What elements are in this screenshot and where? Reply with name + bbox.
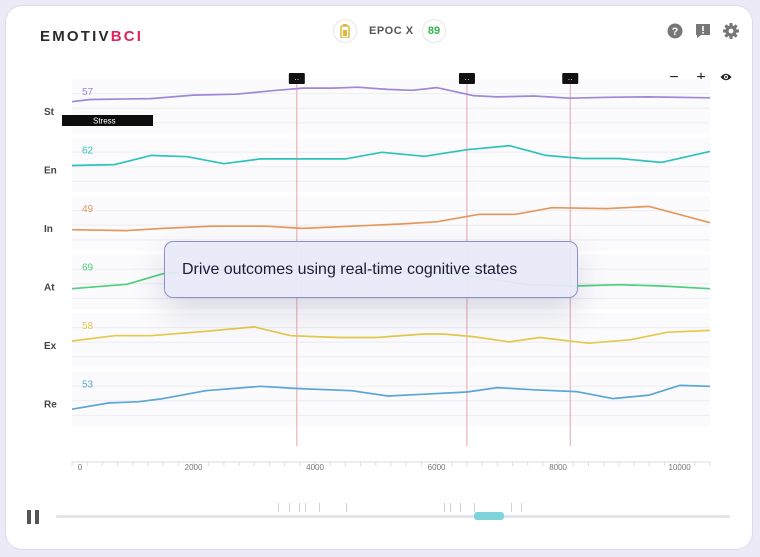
timeline-event-tick bbox=[450, 503, 452, 512]
x-tick-label: 10000 bbox=[668, 463, 691, 472]
timeline-event-tick bbox=[298, 503, 300, 512]
gear-icon[interactable] bbox=[723, 23, 739, 39]
timeline-track[interactable] bbox=[56, 515, 730, 518]
marker-flag-dots: ·· bbox=[464, 75, 469, 84]
logo-text: EMOTIV bbox=[40, 28, 111, 45]
timeline-event-tick bbox=[473, 503, 475, 512]
series-value-At: 69 bbox=[82, 263, 94, 274]
series-line-Ex bbox=[71, 326, 711, 345]
row-band bbox=[72, 371, 710, 426]
series-line-St bbox=[71, 86, 711, 103]
eye-icon[interactable] bbox=[720, 72, 732, 82]
series-value-St: 57 bbox=[82, 87, 94, 98]
marker-flag bbox=[562, 73, 579, 84]
series-line-In bbox=[71, 205, 711, 232]
timeline-scrubber[interactable] bbox=[473, 512, 504, 520]
series-label-Re: Re bbox=[44, 400, 57, 411]
series-label-Ex: Ex bbox=[44, 341, 57, 352]
series-value-Re: 53 bbox=[82, 380, 94, 391]
timeline-event-tick bbox=[305, 503, 307, 512]
row-band bbox=[72, 137, 710, 192]
overlay-text: Drive outcomes using real-time cognitive… bbox=[182, 261, 518, 278]
x-tick-label: 2000 bbox=[185, 463, 203, 472]
signal-quality-badge[interactable]: 89 bbox=[422, 19, 446, 43]
series-value-En: 62 bbox=[82, 146, 94, 157]
row-band bbox=[72, 313, 710, 368]
marker-flag-dots: ·· bbox=[568, 75, 573, 84]
series-value-In: 49 bbox=[82, 204, 94, 215]
marker-label-box bbox=[62, 115, 153, 126]
timeline-event-tick bbox=[288, 503, 290, 512]
timeline-event-tick bbox=[521, 503, 523, 512]
row-band bbox=[72, 79, 710, 134]
timeline-event-tick bbox=[443, 503, 445, 512]
timeline-event-tick bbox=[510, 503, 512, 512]
timeline-event-tick bbox=[345, 503, 347, 512]
series-label-At: At bbox=[44, 283, 55, 294]
x-tick-label: 0 bbox=[78, 463, 83, 472]
marker-flag-dots: ·· bbox=[294, 75, 299, 84]
marker-flag bbox=[288, 73, 305, 84]
series-value-Ex: 58 bbox=[82, 321, 94, 332]
feedback-icon[interactable] bbox=[695, 23, 711, 39]
device-name[interactable]: EPOC X bbox=[369, 25, 414, 37]
marker-flag bbox=[458, 73, 475, 84]
timeline-event-tick bbox=[460, 503, 462, 512]
zoom-out-button[interactable]: − bbox=[669, 69, 679, 86]
pause-button[interactable] bbox=[26, 510, 40, 524]
help-icon[interactable]: ? bbox=[667, 23, 683, 39]
series-label-St: St bbox=[44, 107, 55, 118]
timeline-event-tick bbox=[318, 503, 320, 512]
x-tick-label: 8000 bbox=[549, 463, 567, 472]
series-line-Re bbox=[71, 384, 711, 411]
svg-text:?: ? bbox=[672, 26, 679, 38]
performance-metrics-chart: ·· ·· ·· 57 St 62 En 49 In 69 At 58 Ex 53 Re Stress 0 200… bbox=[44, 73, 711, 472]
overlay-card: Drive outcomes using real-time cognitive… bbox=[164, 241, 578, 298]
timeline-event-tick bbox=[278, 503, 280, 512]
battery-icon bbox=[333, 19, 357, 43]
series-label-En: En bbox=[44, 166, 57, 177]
series-line-En bbox=[71, 144, 711, 167]
emotiv-logo: EMOTIVBCI bbox=[40, 28, 143, 45]
marker-label: Stress bbox=[93, 117, 116, 126]
logo-accent-text: BCI bbox=[110, 28, 144, 45]
app-window: EMOTIVBCI EPOC X 89 ? − + ·· ·· ·· 57 bbox=[6, 6, 752, 549]
series-label-In: In bbox=[44, 224, 53, 235]
x-tick-label: 4000 bbox=[306, 463, 324, 472]
zoom-in-button[interactable]: + bbox=[696, 69, 706, 86]
x-tick-label: 6000 bbox=[428, 463, 446, 472]
